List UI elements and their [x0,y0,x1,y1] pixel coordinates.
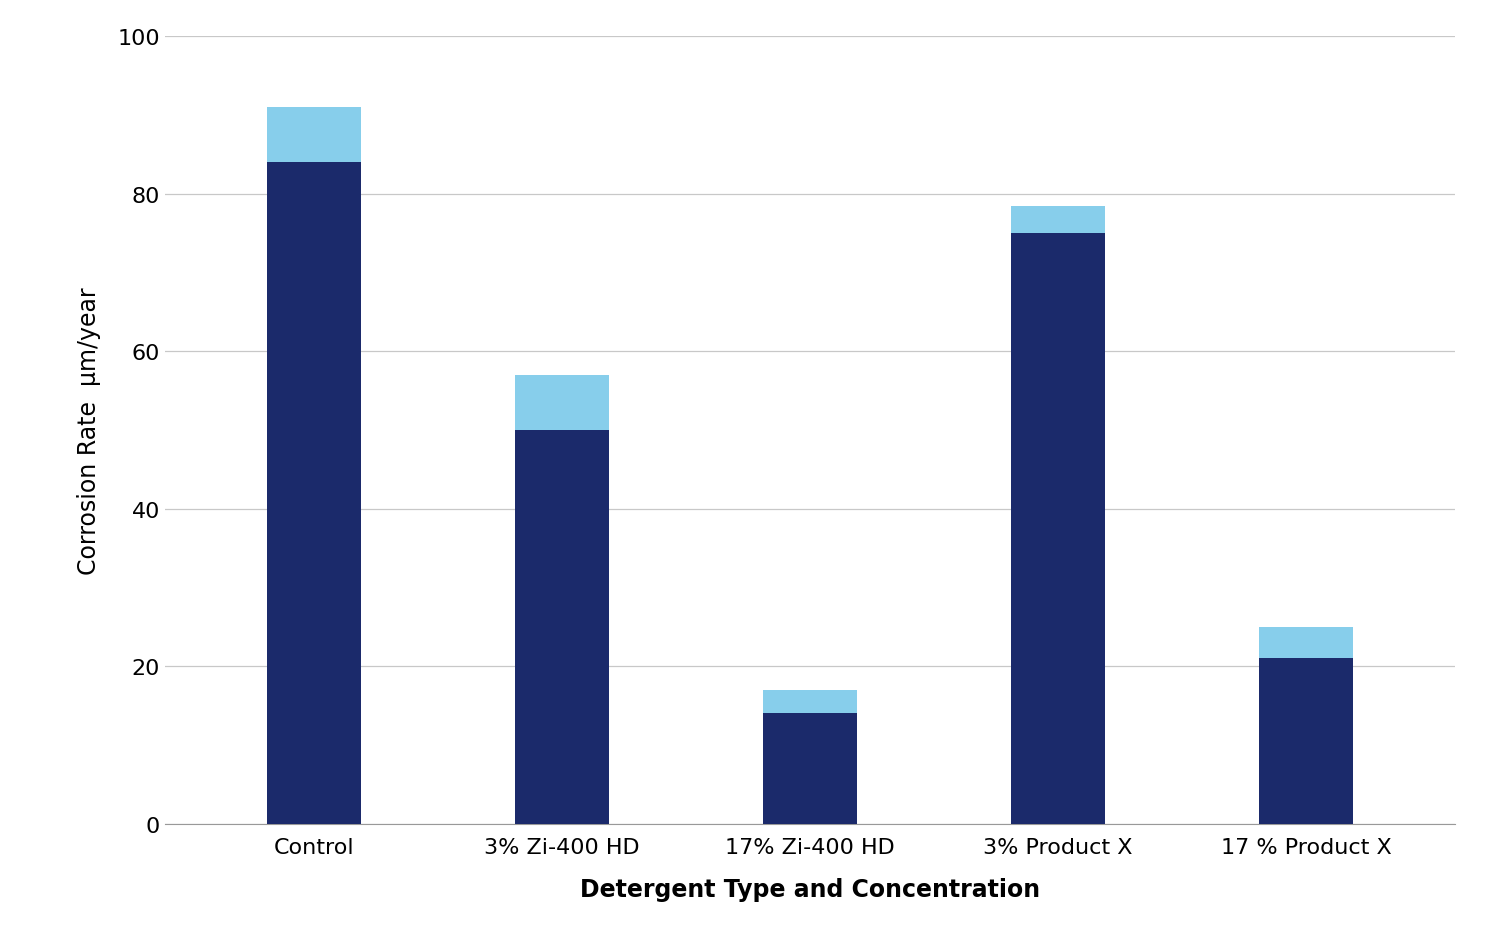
Bar [1011,234,1106,824]
Bar [1258,659,1353,824]
Y-axis label: Corrosion Rate  μm/year: Corrosion Rate μm/year [76,287,101,574]
Bar [514,375,609,824]
Bar [514,431,609,824]
Bar [267,109,362,824]
Bar [267,163,362,824]
X-axis label: Detergent Type and Concentration: Detergent Type and Concentration [580,877,1040,901]
Bar [1258,627,1353,824]
Bar [764,690,856,824]
Bar [764,713,856,824]
Bar [1011,207,1106,824]
